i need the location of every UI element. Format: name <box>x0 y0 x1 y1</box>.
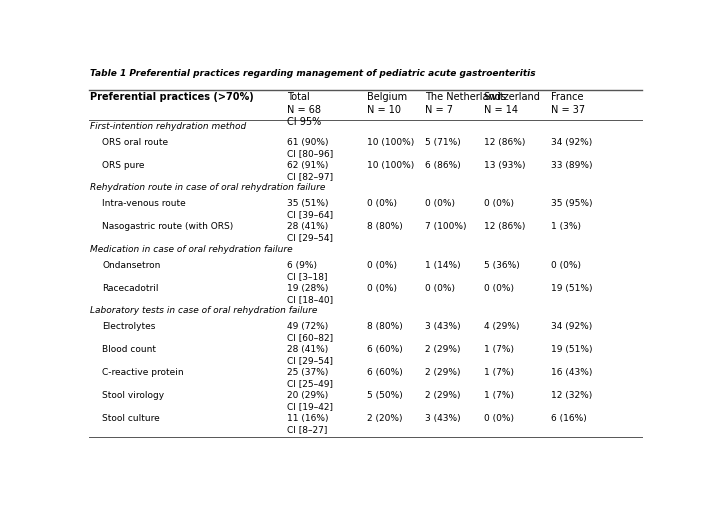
Text: 6 (9%)
CI [3–18]: 6 (9%) CI [3–18] <box>287 261 327 281</box>
Text: 12 (86%): 12 (86%) <box>483 222 525 231</box>
Text: 7 (100%): 7 (100%) <box>425 222 466 231</box>
Text: Stool culture: Stool culture <box>103 414 160 422</box>
Text: 1 (3%): 1 (3%) <box>551 222 581 231</box>
Text: 0 (0%): 0 (0%) <box>483 414 513 422</box>
Text: 8 (80%): 8 (80%) <box>366 322 402 332</box>
Text: Total
N = 68
CI 95%: Total N = 68 CI 95% <box>287 92 321 127</box>
Text: Stool virology: Stool virology <box>103 391 165 400</box>
Text: 34 (92%): 34 (92%) <box>551 322 593 332</box>
Text: Switzerland
N = 14: Switzerland N = 14 <box>483 92 540 115</box>
Text: Preferential practices (>70%): Preferential practices (>70%) <box>91 92 254 102</box>
Text: 0 (0%): 0 (0%) <box>366 261 396 270</box>
Text: 6 (60%): 6 (60%) <box>366 368 402 377</box>
Text: 4 (29%): 4 (29%) <box>483 322 519 332</box>
Text: 1 (7%): 1 (7%) <box>483 368 513 377</box>
Text: 0 (0%): 0 (0%) <box>366 199 396 208</box>
Text: 0 (0%): 0 (0%) <box>425 199 455 208</box>
Text: 19 (51%): 19 (51%) <box>551 345 593 354</box>
Text: 6 (16%): 6 (16%) <box>551 414 587 422</box>
Text: 5 (71%): 5 (71%) <box>425 138 461 147</box>
Text: 0 (0%): 0 (0%) <box>551 261 581 270</box>
Text: 2 (29%): 2 (29%) <box>425 368 461 377</box>
Text: 0 (0%): 0 (0%) <box>366 284 396 293</box>
Text: 10 (100%): 10 (100%) <box>366 160 414 170</box>
Text: 61 (90%)
CI [80–96]: 61 (90%) CI [80–96] <box>287 138 333 158</box>
Text: Laboratory tests in case of oral rehydration failure: Laboratory tests in case of oral rehydra… <box>91 306 317 316</box>
Text: 8 (80%): 8 (80%) <box>366 222 402 231</box>
Text: Blood count: Blood count <box>103 345 156 354</box>
Text: 3 (43%): 3 (43%) <box>425 414 461 422</box>
Text: 35 (51%)
CI [39–64]: 35 (51%) CI [39–64] <box>287 199 333 220</box>
Text: Belgium
N = 10: Belgium N = 10 <box>366 92 406 115</box>
Text: 13 (93%): 13 (93%) <box>483 160 525 170</box>
Text: ORS oral route: ORS oral route <box>103 138 168 147</box>
Text: The Netherlands
N = 7: The Netherlands N = 7 <box>425 92 506 115</box>
Text: 5 (50%): 5 (50%) <box>366 391 402 400</box>
Text: 35 (95%): 35 (95%) <box>551 199 593 208</box>
Text: 28 (41%)
CI [29–54]: 28 (41%) CI [29–54] <box>287 345 333 365</box>
Text: Ondansetron: Ondansetron <box>103 261 160 270</box>
Text: 20 (29%)
CI [19–42]: 20 (29%) CI [19–42] <box>287 391 333 411</box>
Text: 34 (92%): 34 (92%) <box>551 138 593 147</box>
Text: 11 (16%)
CI [8–27]: 11 (16%) CI [8–27] <box>287 414 329 434</box>
Text: 1 (14%): 1 (14%) <box>425 261 461 270</box>
Text: Electrolytes: Electrolytes <box>103 322 155 332</box>
Text: 16 (43%): 16 (43%) <box>551 368 593 377</box>
Text: Medication in case of oral rehydration failure: Medication in case of oral rehydration f… <box>91 245 293 254</box>
Text: 62 (91%)
CI [82–97]: 62 (91%) CI [82–97] <box>287 160 333 181</box>
Text: Racecadotril: Racecadotril <box>103 284 159 293</box>
Text: 5 (36%): 5 (36%) <box>483 261 519 270</box>
Text: 19 (51%): 19 (51%) <box>551 284 593 293</box>
Text: 2 (29%): 2 (29%) <box>425 391 461 400</box>
Text: ORS pure: ORS pure <box>103 160 145 170</box>
Text: 2 (29%): 2 (29%) <box>425 345 461 354</box>
Text: Intra-venous route: Intra-venous route <box>103 199 186 208</box>
Text: First-intention rehydration method: First-intention rehydration method <box>91 122 247 131</box>
Text: Nasogastric route (with ORS): Nasogastric route (with ORS) <box>103 222 234 231</box>
Text: 6 (60%): 6 (60%) <box>366 345 402 354</box>
Text: France
N = 37: France N = 37 <box>551 92 585 115</box>
Text: 12 (32%): 12 (32%) <box>551 391 593 400</box>
Text: C-reactive protein: C-reactive protein <box>103 368 184 377</box>
Text: 0 (0%): 0 (0%) <box>483 284 513 293</box>
Text: Table 1 Preferential practices regarding management of pediatric acute gastroent: Table 1 Preferential practices regarding… <box>91 70 536 78</box>
Text: 19 (28%)
CI [18–40]: 19 (28%) CI [18–40] <box>287 284 333 304</box>
Text: 49 (72%)
CI [60–82]: 49 (72%) CI [60–82] <box>287 322 333 343</box>
Text: 12 (86%): 12 (86%) <box>483 138 525 147</box>
Text: 0 (0%): 0 (0%) <box>483 199 513 208</box>
Text: 3 (43%): 3 (43%) <box>425 322 461 332</box>
Text: 1 (7%): 1 (7%) <box>483 345 513 354</box>
Text: 2 (20%): 2 (20%) <box>366 414 402 422</box>
Text: 6 (86%): 6 (86%) <box>425 160 461 170</box>
Text: Rehydration route in case of oral rehydration failure: Rehydration route in case of oral rehydr… <box>91 183 326 193</box>
Text: 0 (0%): 0 (0%) <box>425 284 455 293</box>
Text: 33 (89%): 33 (89%) <box>551 160 593 170</box>
Text: 28 (41%)
CI [29–54]: 28 (41%) CI [29–54] <box>287 222 333 242</box>
Text: 1 (7%): 1 (7%) <box>483 391 513 400</box>
Text: 25 (37%)
CI [25–49]: 25 (37%) CI [25–49] <box>287 368 333 388</box>
Text: 10 (100%): 10 (100%) <box>366 138 414 147</box>
